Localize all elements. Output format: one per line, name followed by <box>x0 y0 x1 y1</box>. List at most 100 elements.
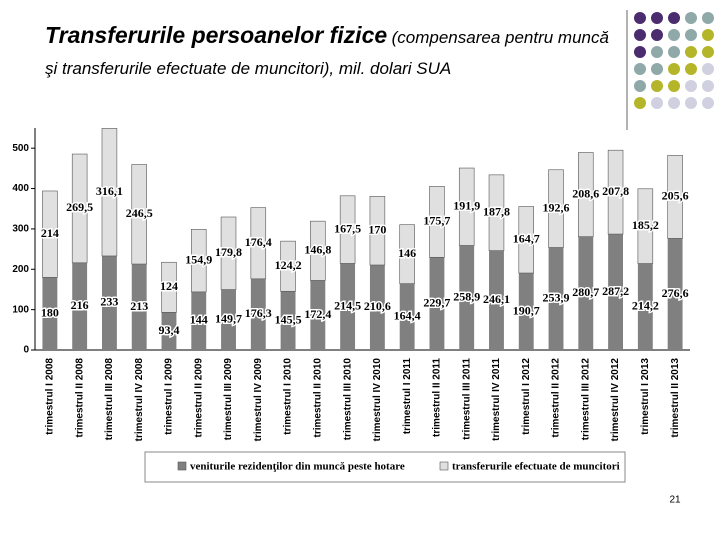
decor-dot <box>651 80 663 92</box>
value-label: 205,6 <box>662 189 689 203</box>
x-tick-label: trimestrul II 2013 <box>670 358 681 438</box>
value-label: 316,1 <box>96 184 123 198</box>
bar-segment <box>161 312 177 350</box>
decor-dot <box>685 29 697 41</box>
bar-segment <box>339 195 356 264</box>
bar-segment <box>429 186 445 258</box>
value-label: 233 <box>100 295 118 309</box>
bar-segment <box>280 291 296 350</box>
value-label: 93,4 <box>158 323 179 337</box>
decor-dot <box>634 63 646 75</box>
bar-segment <box>608 234 624 350</box>
x-tick-label: trimestrul III 2010 <box>342 358 353 441</box>
x-tick-label: trimestrul IV 2011 <box>491 358 502 441</box>
y-tick-label: 0 <box>23 345 29 356</box>
x-tick-label: trimestrul I 2010 <box>283 358 294 435</box>
decor-dot <box>634 46 646 58</box>
value-label: 207,8 <box>602 184 629 198</box>
value-label: 167,5 <box>334 221 361 235</box>
x-tick-label: trimestrul II 2012 <box>551 358 562 438</box>
decor-dot <box>634 29 646 41</box>
legend-swatch <box>177 461 187 471</box>
x-tick-label: trimestrul IV 2008 <box>134 358 145 442</box>
x-tick-label: trimestrul III 2011 <box>461 358 472 440</box>
bar-segment <box>458 167 475 246</box>
bar-segment <box>101 255 117 350</box>
decor-dot <box>702 80 714 92</box>
bar-segment <box>399 283 415 350</box>
bar-segment <box>72 262 88 350</box>
y-tick-label: 300 <box>12 224 29 235</box>
bar-segment <box>488 174 505 251</box>
value-label: 258,9 <box>453 289 480 303</box>
value-label: 214,5 <box>334 298 361 312</box>
x-tick-label: trimestrul I 2011 <box>402 358 413 435</box>
y-tick-label: 200 <box>12 264 29 275</box>
bar-segment <box>250 207 267 280</box>
bar-segment <box>369 196 386 266</box>
bar-segment <box>161 261 177 313</box>
decor-dot <box>668 46 680 58</box>
value-label: 176,4 <box>245 235 272 249</box>
bar-segment <box>399 224 415 284</box>
value-label: 164,7 <box>513 232 540 246</box>
bar-segment <box>607 149 624 235</box>
bar-segment <box>667 155 683 239</box>
decor-dot <box>685 46 697 58</box>
bar-segment <box>71 153 88 264</box>
value-label: 246,1 <box>483 292 510 306</box>
value-label: 146,8 <box>304 243 331 257</box>
decor-dot <box>668 97 680 109</box>
decor-dot <box>685 97 697 109</box>
value-label: 269,5 <box>66 200 93 214</box>
bar-segment <box>42 277 58 350</box>
x-tick-label: trimestrul III 2009 <box>223 358 234 441</box>
decor-dot <box>651 97 663 109</box>
value-label: 144 <box>190 313 208 327</box>
value-label: 229,7 <box>423 295 450 309</box>
value-label: 208,6 <box>572 186 599 200</box>
bar-segment <box>548 247 564 350</box>
x-tick-label: trimestrul II 2009 <box>193 358 204 438</box>
bar-segment <box>310 280 326 350</box>
x-tick-label: trimestrul II 2011 <box>432 358 443 437</box>
decoration <box>626 10 714 130</box>
value-label: 246,5 <box>126 206 153 220</box>
bar-segment <box>42 190 58 278</box>
decor-dot <box>668 80 680 92</box>
value-label: 216 <box>71 298 89 312</box>
bar-segment <box>310 220 326 281</box>
x-tick-label: trimestrul III 2012 <box>580 358 591 441</box>
decor-dot <box>651 29 663 41</box>
value-label: 124 <box>160 279 178 293</box>
x-tick-label: trimestrul III 2008 <box>104 358 115 441</box>
legend-swatch <box>439 461 449 471</box>
bar-segment <box>131 264 147 350</box>
x-tick-label: trimestrul IV 2009 <box>253 358 264 442</box>
bar-segment <box>131 164 147 265</box>
bar-segment <box>578 236 594 350</box>
decor-dot <box>668 29 680 41</box>
x-tick-label: trimestrul II 2010 <box>312 358 323 438</box>
title-box: Transferurile persoanelor fizice (compen… <box>45 20 625 85</box>
value-label: 176,3 <box>245 306 272 320</box>
value-label: 154,9 <box>185 252 212 266</box>
value-label: 191,9 <box>453 199 480 213</box>
decor-dot <box>685 12 697 24</box>
value-label: 192,6 <box>543 200 570 214</box>
value-label: 253,9 <box>543 291 570 305</box>
value-label: 149,7 <box>215 312 242 326</box>
bar-segment <box>369 264 385 350</box>
bar-segment <box>191 229 207 293</box>
value-label: 214 <box>41 226 59 240</box>
decor-dot <box>685 63 697 75</box>
value-label: 280,7 <box>572 285 599 299</box>
value-label: 276,6 <box>662 286 689 300</box>
x-tick-label: trimestrul I 2013 <box>640 358 651 435</box>
decor-dot <box>634 12 646 24</box>
bar-segment <box>220 216 237 290</box>
x-tick-label: trimestrul I 2012 <box>521 358 532 435</box>
decor-dot <box>702 29 714 41</box>
value-label: 179,8 <box>215 245 242 259</box>
bar-segment <box>637 263 653 350</box>
